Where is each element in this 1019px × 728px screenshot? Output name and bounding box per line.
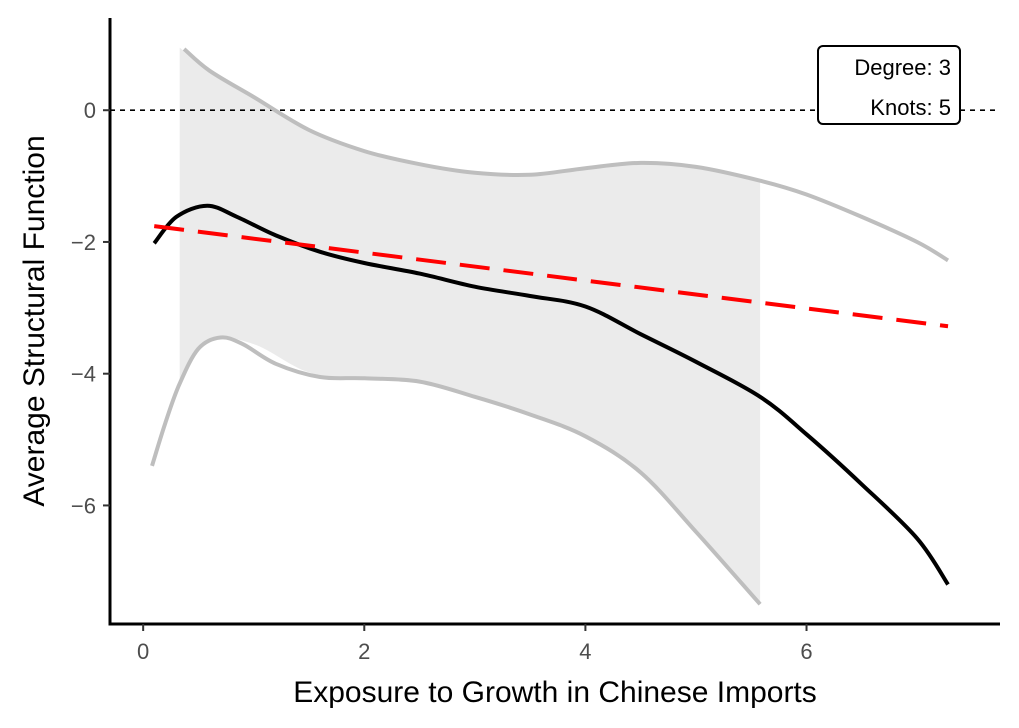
- x-tick-label: 0: [137, 639, 149, 664]
- y-tick-label: −6: [71, 493, 96, 518]
- annotation-box: [817, 45, 961, 125]
- series-line-upper-bound: [182, 47, 950, 263]
- band-layer: [179, 47, 761, 605]
- series-line-lower-bound: [150, 335, 762, 606]
- series-line-linear-fit: [153, 224, 949, 329]
- x-tick-label: 4: [579, 639, 591, 664]
- x-tick-label: 2: [358, 639, 370, 664]
- y-tick-label: 0: [84, 98, 96, 123]
- annotation-line: Knots: 5: [870, 95, 951, 120]
- axes-layer: 0 2 4 6 0 −2 −4 −6: [71, 18, 1000, 664]
- series-line-estimate: [152, 203, 950, 586]
- y-tick-label: −2: [71, 230, 96, 255]
- y-axis-title: Average Structural Function: [18, 135, 51, 506]
- series-layer: [150, 47, 950, 606]
- y-tick-label: −4: [71, 362, 96, 387]
- x-tick-label: 6: [800, 639, 812, 664]
- annotation-line: Degree: 3: [854, 55, 951, 80]
- confidence-band: [179, 47, 761, 605]
- annotation-layer: Degree: 3 Knots: 5: [817, 45, 961, 125]
- x-axis-title: Exposure to Growth in Chinese Imports: [293, 676, 817, 709]
